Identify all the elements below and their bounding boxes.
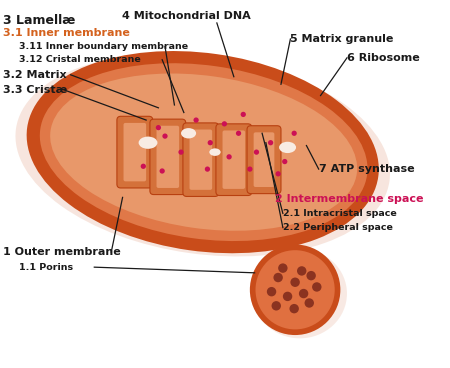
Circle shape	[267, 287, 276, 296]
Text: 3.12 Cristal membrane: 3.12 Cristal membrane	[19, 55, 140, 64]
Circle shape	[290, 277, 300, 287]
Text: 6 Ribosome: 6 Ribosome	[347, 53, 420, 63]
Ellipse shape	[40, 63, 368, 241]
Text: 5 Matrix granule: 5 Matrix granule	[290, 34, 394, 44]
Circle shape	[194, 117, 199, 123]
FancyBboxPatch shape	[254, 132, 274, 187]
FancyBboxPatch shape	[157, 126, 179, 188]
Circle shape	[141, 164, 146, 169]
Circle shape	[292, 131, 297, 136]
Text: 7 ATP synthase: 7 ATP synthase	[319, 164, 414, 174]
FancyBboxPatch shape	[150, 119, 186, 195]
Circle shape	[282, 159, 288, 164]
Circle shape	[278, 263, 288, 273]
Ellipse shape	[139, 137, 158, 149]
Text: 1 Outer membrane: 1 Outer membrane	[3, 247, 121, 257]
Ellipse shape	[27, 51, 379, 253]
Ellipse shape	[15, 53, 390, 256]
Circle shape	[297, 266, 306, 276]
Text: 2 Intermembrane space: 2 Intermembrane space	[275, 194, 424, 204]
Circle shape	[247, 166, 252, 172]
Circle shape	[205, 166, 210, 172]
Circle shape	[312, 282, 321, 292]
Circle shape	[275, 171, 281, 177]
FancyBboxPatch shape	[247, 126, 281, 194]
Circle shape	[160, 168, 165, 174]
Circle shape	[289, 304, 299, 314]
Text: 3.11 Inner boundary membrane: 3.11 Inner boundary membrane	[19, 42, 188, 51]
Circle shape	[305, 298, 314, 308]
Circle shape	[254, 149, 259, 155]
Circle shape	[156, 125, 161, 130]
Circle shape	[306, 271, 316, 280]
Circle shape	[236, 131, 241, 136]
FancyBboxPatch shape	[189, 130, 212, 190]
FancyBboxPatch shape	[216, 124, 252, 195]
Circle shape	[178, 149, 184, 155]
Ellipse shape	[181, 128, 196, 138]
Circle shape	[162, 134, 168, 139]
FancyBboxPatch shape	[222, 130, 245, 189]
Text: 2.1 Intracristal space: 2.1 Intracristal space	[283, 209, 396, 218]
Circle shape	[226, 154, 232, 159]
Text: 3 Lamellæ: 3 Lamellæ	[3, 14, 75, 26]
Text: 1.1 Porins: 1.1 Porins	[19, 263, 73, 272]
Circle shape	[250, 244, 340, 335]
Text: 2.2 Peripheral space: 2.2 Peripheral space	[283, 223, 393, 232]
Text: 3.3 Cristæ: 3.3 Cristæ	[3, 85, 67, 95]
Circle shape	[299, 289, 308, 298]
Ellipse shape	[279, 142, 296, 153]
Circle shape	[274, 273, 283, 282]
Ellipse shape	[50, 74, 357, 231]
Ellipse shape	[209, 148, 220, 156]
FancyBboxPatch shape	[123, 123, 146, 181]
Text: 3.1 Inner membrane: 3.1 Inner membrane	[3, 28, 130, 38]
Circle shape	[283, 292, 292, 301]
Text: 4 Mitochondrial DNA: 4 Mitochondrial DNA	[122, 11, 251, 21]
Circle shape	[222, 121, 227, 127]
FancyBboxPatch shape	[117, 116, 153, 188]
Circle shape	[241, 112, 246, 117]
Text: 3.2 Matrix: 3.2 Matrix	[3, 70, 67, 80]
FancyBboxPatch shape	[183, 123, 219, 197]
Circle shape	[271, 301, 281, 311]
Circle shape	[207, 140, 213, 145]
Circle shape	[256, 250, 335, 329]
Circle shape	[268, 140, 273, 145]
Ellipse shape	[253, 249, 347, 338]
